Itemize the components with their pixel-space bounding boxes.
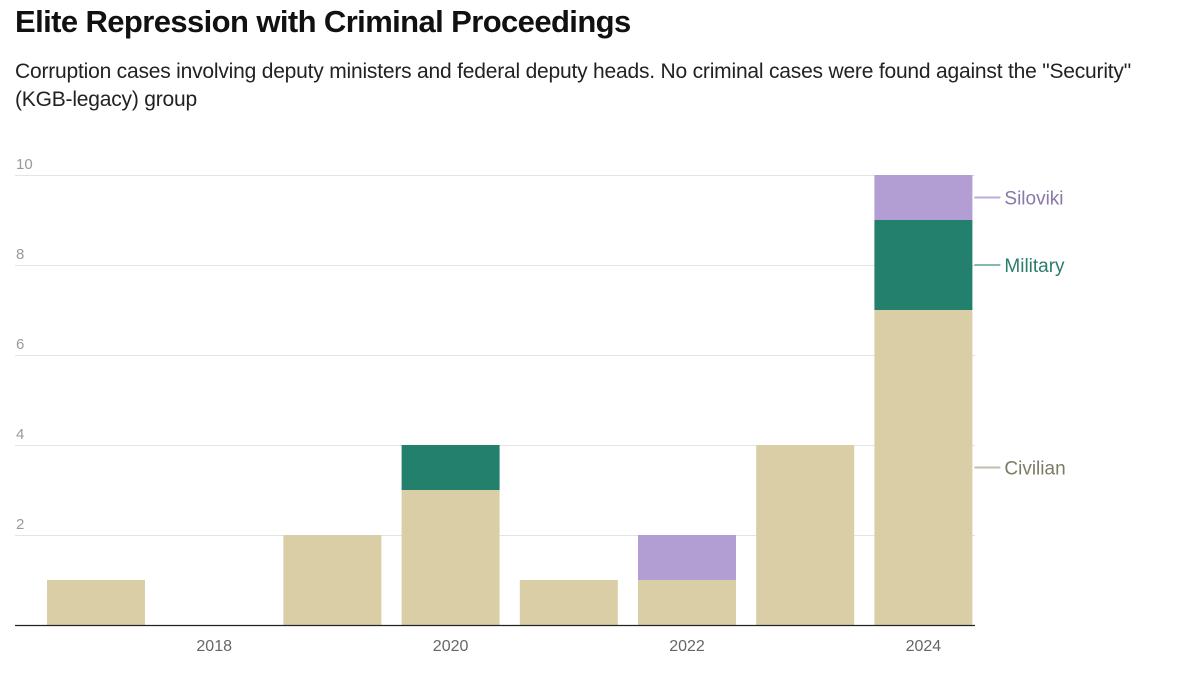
legend-item-siloviki: Siloviki xyxy=(974,189,1064,210)
y-axis-ticks: 2 4 6 8 10 xyxy=(16,156,33,533)
bars xyxy=(47,175,973,625)
x-tick-label: 2018 xyxy=(196,638,232,655)
bar-segment-civilian-2024 xyxy=(874,310,973,625)
bar-segment-civilian-2020 xyxy=(401,490,500,625)
y-tick-label: 6 xyxy=(16,336,24,353)
x-tick-label: 2020 xyxy=(433,638,469,655)
bar-segment-military-2020 xyxy=(401,445,500,490)
chart-subtitle: Corruption cases involving deputy minist… xyxy=(15,60,1131,111)
y-tick-label: 2 xyxy=(16,516,24,533)
legend-item-military: Military xyxy=(974,256,1065,277)
legend: Civilian Military Siloviki xyxy=(974,189,1066,480)
bar-segment-civilian-2017 xyxy=(47,580,145,625)
bar-segment-civilian-2023 xyxy=(756,445,855,625)
bar-segment-military-2024 xyxy=(874,220,973,310)
x-tick-label: 2022 xyxy=(669,638,705,655)
legend-item-civilian: Civilian xyxy=(974,459,1066,480)
bar-segment-civilian-2022 xyxy=(638,580,736,625)
chart-title: Elite Repression with Criminal Proceedin… xyxy=(15,4,631,39)
x-tick-label: 2024 xyxy=(906,638,942,655)
legend-label: Civilian xyxy=(1004,459,1065,480)
bar-segment-siloviki-2024 xyxy=(874,175,973,220)
bar-segment-civilian-2021 xyxy=(519,580,618,625)
x-axis-ticks: 2018 2020 2022 2024 xyxy=(196,638,941,655)
y-tick-label: 8 xyxy=(16,246,24,263)
y-tick-label: 4 xyxy=(16,426,24,443)
bar-segment-siloviki-2022 xyxy=(638,535,736,580)
y-tick-label: 10 xyxy=(16,156,33,173)
legend-label: Military xyxy=(1004,256,1065,277)
legend-label: Siloviki xyxy=(1004,189,1063,210)
bar-segment-civilian-2019 xyxy=(283,535,382,625)
